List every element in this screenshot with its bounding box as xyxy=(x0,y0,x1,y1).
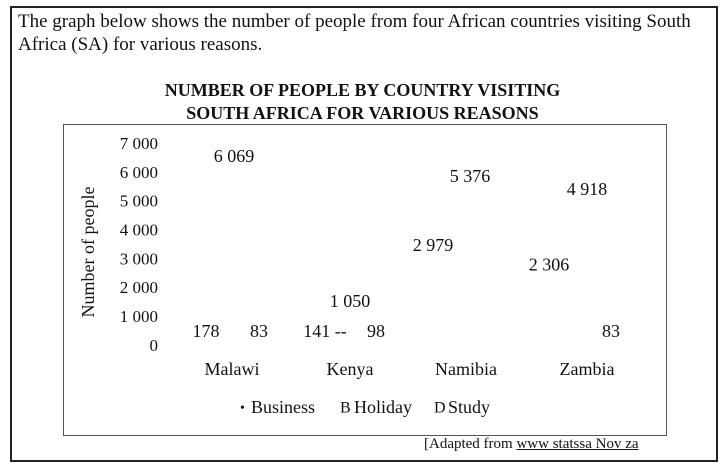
legend-marker: • xyxy=(240,401,245,416)
source-link[interactable]: www statssa Nov za xyxy=(516,436,639,452)
data-label: 98 xyxy=(367,321,385,341)
data-label: 5 376 xyxy=(450,166,491,186)
y-tick-label: 4 000 xyxy=(120,220,158,239)
data-label: 83 xyxy=(250,321,268,341)
legend-label: Study xyxy=(448,397,490,417)
legend-label: Holiday xyxy=(354,397,412,417)
question-frame xyxy=(10,6,718,462)
legend-marker: B xyxy=(340,400,351,417)
y-tick-label: 7 000 xyxy=(120,134,158,153)
data-label: 6 069 xyxy=(214,146,255,166)
y-axis-label: Number of people xyxy=(78,187,98,318)
chart-title-line-1: NUMBER OF PEOPLE BY COUNTRY VISITING xyxy=(164,80,561,100)
data-label: 141 -- xyxy=(303,321,347,341)
x-tick-label: Kenya xyxy=(327,359,374,379)
x-tick-label: Malawi xyxy=(205,359,260,379)
x-tick-label: Zambia xyxy=(560,359,615,379)
y-tick-label: 2 000 xyxy=(120,278,158,297)
data-label: 1 050 xyxy=(330,291,371,311)
data-label: 2 979 xyxy=(413,235,454,255)
data-label: 2 306 xyxy=(529,255,570,275)
source-credit: [Adapted from www statssa Nov za xyxy=(424,436,639,453)
intro-text: The graph below shows the number of peop… xyxy=(18,11,691,55)
y-tick-label: 6 000 xyxy=(120,163,158,182)
plot-area xyxy=(63,124,667,436)
y-tick-label: 5 000 xyxy=(120,192,158,211)
x-tick-label: Namibia xyxy=(435,359,497,379)
y-tick-label: 0 xyxy=(150,336,159,355)
data-label: 4 918 xyxy=(567,179,608,199)
y-tick-label: 3 000 xyxy=(120,249,158,268)
legend-label: Business xyxy=(251,397,315,417)
source-prefix: [Adapted from xyxy=(424,436,517,452)
chart-title-line-2: SOUTH AFRICA FOR VARIOUS REASONS xyxy=(186,103,539,123)
legend-marker: D xyxy=(434,400,446,417)
y-tick-label: 1 000 xyxy=(120,307,158,326)
data-label: 83 xyxy=(602,321,620,341)
data-label: 178 xyxy=(193,321,220,341)
